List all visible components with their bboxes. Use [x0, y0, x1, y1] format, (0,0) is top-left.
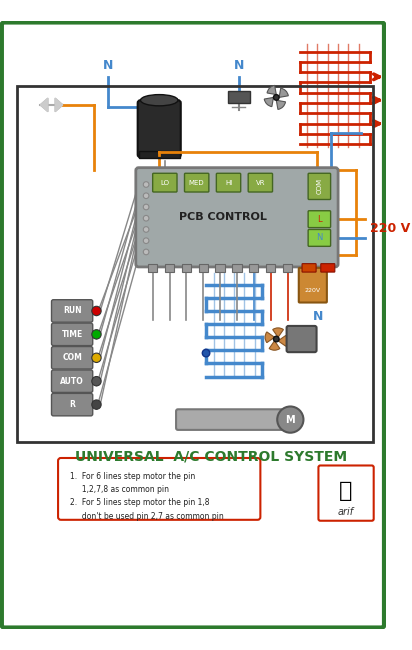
Text: 220 V: 220 V — [370, 222, 410, 235]
FancyBboxPatch shape — [321, 264, 335, 272]
FancyBboxPatch shape — [58, 458, 260, 520]
FancyBboxPatch shape — [52, 323, 93, 346]
Bar — [227, 91, 250, 103]
Text: N: N — [103, 59, 113, 72]
Circle shape — [92, 400, 101, 410]
FancyBboxPatch shape — [216, 174, 241, 192]
Circle shape — [274, 95, 279, 100]
Text: MED: MED — [189, 179, 204, 186]
Text: L: L — [317, 214, 322, 224]
Text: N: N — [234, 59, 244, 72]
Text: UNIVERSAL  A/C CONTROL SYSTEM: UNIVERSAL A/C CONTROL SYSTEM — [75, 449, 347, 463]
Bar — [148, 264, 157, 272]
Circle shape — [277, 406, 304, 433]
Wedge shape — [265, 332, 274, 343]
Text: arif: arif — [337, 507, 353, 517]
Wedge shape — [269, 341, 280, 350]
Text: R: R — [69, 400, 75, 409]
Circle shape — [92, 306, 101, 316]
Circle shape — [92, 353, 101, 363]
Text: VR: VR — [255, 179, 265, 186]
Circle shape — [143, 227, 149, 232]
Text: RUN: RUN — [63, 306, 82, 315]
Text: 🦂: 🦂 — [339, 481, 352, 500]
FancyBboxPatch shape — [136, 168, 338, 267]
Wedge shape — [267, 85, 276, 95]
FancyBboxPatch shape — [287, 326, 316, 352]
FancyBboxPatch shape — [2, 23, 384, 627]
Bar — [165, 264, 174, 272]
Circle shape — [143, 215, 149, 221]
FancyBboxPatch shape — [308, 229, 330, 246]
Circle shape — [92, 376, 101, 386]
FancyBboxPatch shape — [318, 465, 374, 521]
FancyBboxPatch shape — [185, 174, 209, 192]
Bar — [232, 264, 241, 272]
FancyBboxPatch shape — [299, 268, 327, 302]
Ellipse shape — [140, 95, 178, 106]
Bar — [249, 264, 258, 272]
Bar — [199, 264, 208, 272]
Text: COM: COM — [316, 178, 322, 194]
Wedge shape — [279, 88, 288, 98]
Circle shape — [143, 182, 149, 187]
Bar — [266, 264, 275, 272]
Bar — [138, 151, 180, 159]
Circle shape — [92, 330, 101, 339]
Circle shape — [143, 193, 149, 198]
FancyBboxPatch shape — [308, 211, 330, 227]
FancyBboxPatch shape — [52, 370, 93, 393]
FancyBboxPatch shape — [308, 174, 330, 200]
Text: N: N — [316, 233, 323, 242]
Text: LO: LO — [160, 179, 169, 186]
Wedge shape — [264, 98, 274, 107]
Text: AUTO: AUTO — [60, 377, 84, 385]
Text: TIME: TIME — [61, 330, 83, 339]
FancyBboxPatch shape — [52, 393, 93, 416]
Text: PCB CONTROL: PCB CONTROL — [179, 213, 267, 222]
Polygon shape — [55, 98, 63, 111]
Circle shape — [143, 204, 149, 210]
Circle shape — [202, 349, 210, 357]
Bar — [17, 86, 373, 442]
FancyBboxPatch shape — [138, 100, 181, 157]
FancyBboxPatch shape — [52, 346, 93, 369]
Text: 220V: 220V — [305, 288, 321, 293]
Bar — [283, 264, 292, 272]
Circle shape — [143, 238, 149, 244]
FancyBboxPatch shape — [176, 410, 283, 430]
Text: HI: HI — [225, 179, 232, 186]
Text: N: N — [313, 310, 323, 323]
FancyBboxPatch shape — [52, 300, 93, 322]
Bar — [182, 264, 191, 272]
Text: COM: COM — [62, 354, 82, 362]
Bar — [215, 264, 225, 272]
FancyBboxPatch shape — [248, 174, 273, 192]
Wedge shape — [278, 335, 288, 346]
Circle shape — [143, 249, 149, 255]
Text: 1.  For 6 lines step motor the pin
     1,2,7,8 as common pin
2.  For 5 lines st: 1. For 6 lines step motor the pin 1,2,7,… — [70, 472, 224, 521]
FancyBboxPatch shape — [302, 264, 316, 272]
FancyBboxPatch shape — [153, 174, 177, 192]
Wedge shape — [273, 328, 283, 337]
Circle shape — [274, 336, 279, 342]
Wedge shape — [276, 100, 286, 109]
Polygon shape — [40, 98, 48, 111]
Text: M: M — [286, 415, 295, 424]
